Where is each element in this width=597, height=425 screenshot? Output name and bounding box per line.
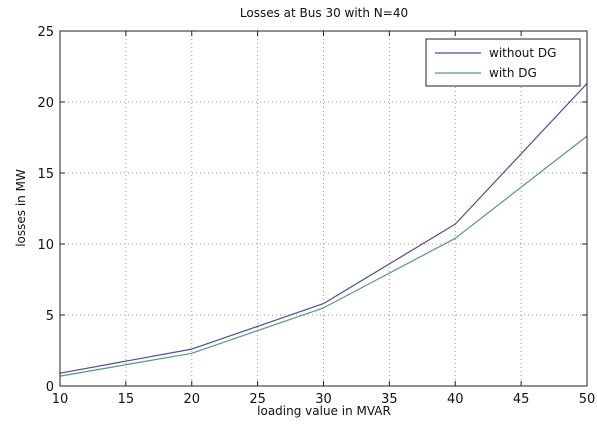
y-tick-label: 20 <box>37 96 54 111</box>
legend-label-with-dg: with DG <box>489 66 537 80</box>
y-tick-label: 15 <box>37 167 54 182</box>
legend-box <box>425 38 581 87</box>
series-line-with-dg <box>59 135 588 377</box>
x-tick-labels: 10 15 20 25 30 35 40 45 50 <box>52 392 596 407</box>
series-group <box>59 83 588 377</box>
x-tick-label: 15 <box>118 392 135 407</box>
x-axis-label: loading value in MVAR <box>257 404 391 418</box>
x-tick-label: 25 <box>249 392 266 407</box>
legend: without DG with DG <box>425 38 581 87</box>
x-tick-label: 45 <box>513 392 530 407</box>
y-axis-label: losses in MW <box>14 169 28 247</box>
ticks <box>59 30 588 387</box>
legend-label-without-dg: without DG <box>489 46 556 60</box>
chart-title: Losses at Bus 30 with N=40 <box>240 6 408 20</box>
x-tick-label: 50 <box>579 392 596 407</box>
x-tick-label: 10 <box>52 392 69 407</box>
y-tick-label: 25 <box>37 25 54 40</box>
x-tick-label: 20 <box>183 392 200 407</box>
x-tick-label: 30 <box>315 392 332 407</box>
y-tick-label: 0 <box>46 380 54 395</box>
x-tick-label: 35 <box>381 392 398 407</box>
x-tick-label: 40 <box>447 392 464 407</box>
y-tick-label: 5 <box>46 309 54 324</box>
series-line-without-dg <box>59 83 588 374</box>
y-tick-labels: 0 5 10 15 20 25 <box>37 25 54 395</box>
plot-background <box>60 31 587 386</box>
y-tick-label: 10 <box>37 238 54 253</box>
